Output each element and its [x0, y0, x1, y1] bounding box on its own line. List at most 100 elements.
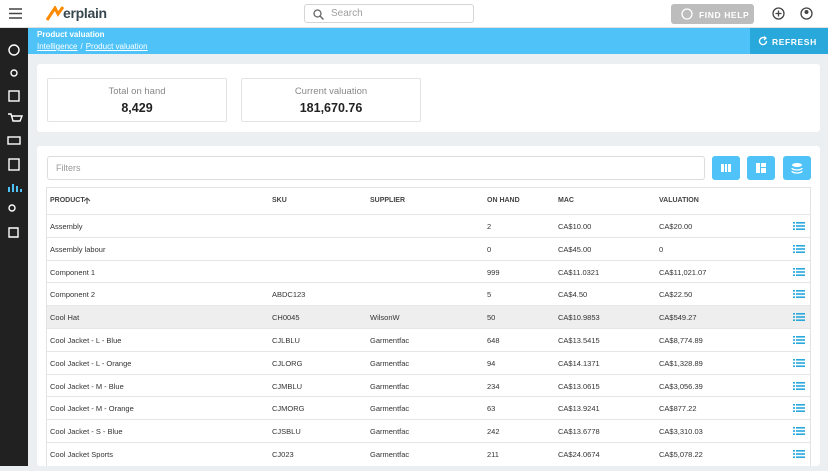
table-row[interactable]: Cool Jacket - M - Orange CJMORG Garmentfac… [47, 396, 810, 419]
sidebar-icons [7, 44, 24, 238]
row-details-button[interactable] [793, 426, 805, 436]
table-cell: CA$11.0321 [558, 267, 600, 277]
nav-sales[interactable] [8, 113, 24, 122]
logo: erplain [63, 5, 107, 21]
table-cell: 648 [487, 336, 500, 345]
nav-contacts[interactable] [10, 69, 18, 77]
row-details-button[interactable] [793, 335, 805, 345]
summary-label: Total on hand [108, 86, 166, 97]
table-row[interactable]: Cool Jacket - M - Blue CJMBLU Garmentfac 23… [47, 373, 810, 397]
table-cell: 234 [487, 381, 500, 391]
table-cell: CH0045 [272, 313, 300, 323]
row-details-button[interactable] [793, 358, 805, 368]
breadcrumb-link[interactable]: Intelligence [37, 42, 78, 51]
nav-users[interactable] [8, 204, 16, 212]
menu-button[interactable] [9, 8, 22, 19]
refresh-label: REFRESH [772, 37, 817, 47]
summary-card [37, 64, 820, 132]
table-cell: Cool Jacket - M - Orange [50, 404, 134, 414]
table-row[interactable]: Component 1 999 CA$11.0321 CA$11,021.07 [47, 259, 810, 283]
table-cell: CA$13.5415 [558, 336, 600, 345]
export-icon [791, 163, 803, 174]
table-cell: Cool Jacket - M - Blue [50, 381, 124, 391]
refresh-icon [758, 36, 768, 46]
refresh-button[interactable]: REFRESH [750, 28, 828, 54]
table-cell: Cool Hat [50, 313, 80, 323]
row-details-button[interactable] [793, 221, 805, 231]
table-cell: CA$22.50 [659, 290, 693, 300]
layout-button[interactable] [747, 156, 775, 180]
table-cell: CJLBLU [272, 336, 300, 345]
nav-products[interactable] [8, 90, 20, 102]
breadcrumb-separator: / [80, 42, 83, 51]
column-header[interactable]: PRODUCT [50, 197, 85, 204]
help-icon [681, 8, 693, 20]
table-cell: Cool Jacket - L - Orange [50, 358, 132, 368]
table-row[interactable]: Component 2 ABDC123 5 CA$4.50 CA$22.50 [47, 282, 810, 305]
table-cell: CA$13.6778 [558, 427, 600, 437]
table-row[interactable]: Cool Jacket - L - Blue CJLBLU Garmentfac 64… [47, 328, 810, 351]
table-cell: CA$3,310.03 [659, 427, 703, 437]
nav-intelligence[interactable] [8, 184, 22, 192]
table-cell: WilsonW [370, 313, 400, 323]
table-cell: CA$10.9853 [558, 313, 600, 323]
table-row[interactable]: Cool Jacket - L - Orange CJLORG Garmentfac… [47, 350, 810, 374]
table-row[interactable]: Cool Jacket - S - Blue CJSBLU Garmentfac 24… [47, 419, 810, 442]
row-details-button[interactable] [793, 267, 805, 277]
help-button[interactable]: FIND HELP [671, 4, 754, 24]
account-button[interactable] [800, 7, 813, 20]
table-cell: ABDC123 [272, 290, 306, 300]
breadcrumb-link[interactable]: Product valuation [85, 42, 148, 51]
table-cell: CJSBLU [272, 427, 301, 437]
row-details-button[interactable] [793, 312, 805, 322]
column-header[interactable]: MAC [558, 197, 574, 204]
table-row[interactable]: Cool Jacket Sports CJ023 Garmentfac 211 CA$2… [47, 442, 810, 465]
table-cell: CJ023 [272, 450, 294, 459]
help-label: FIND HELP [699, 10, 750, 20]
table-cell: 0 [487, 244, 492, 254]
summary-value: 8,429 [121, 101, 153, 115]
row-details-button[interactable] [793, 403, 805, 413]
table-cell: Component 1 [50, 267, 96, 277]
column-header[interactable]: ON HAND [487, 197, 520, 204]
column-header[interactable]: SKU [272, 197, 287, 204]
table-cell: CA$13.0615 [558, 381, 600, 391]
table-cell: Garmentfac [370, 404, 410, 414]
table-cell: Garmentfac [370, 427, 410, 437]
nav-dashboard[interactable] [8, 44, 20, 56]
table-cell: Cool Jacket - L - Blue [50, 336, 122, 345]
export-button[interactable] [783, 156, 811, 180]
filters-input[interactable]: Filters [47, 156, 705, 180]
add-button[interactable] [772, 7, 785, 20]
table-row[interactable]: Assembly labour 0 CA$45.00 0 [47, 236, 810, 260]
summary-box: Total on hand 8,429 [47, 78, 227, 122]
table-cell: 211 [487, 450, 499, 459]
search-icon [313, 9, 324, 20]
row-details-button[interactable] [793, 449, 805, 459]
table-cell: 0 [659, 244, 664, 254]
columns-button[interactable] [712, 156, 740, 180]
table-cell: Component 2 [50, 290, 96, 300]
table-cell: 2 [487, 222, 492, 231]
nav-integrations[interactable] [8, 227, 19, 238]
layout-icon [756, 163, 766, 173]
table-cell: 63 [487, 404, 496, 414]
columns-icon [721, 164, 731, 172]
table-row[interactable]: Cool Hat CH0045 WilsonW 50 CA$10.9853 CA$549.… [47, 305, 810, 329]
row-details-button[interactable] [793, 244, 805, 254]
sort-icon[interactable] [83, 197, 91, 205]
table-cell: CA$549.27 [659, 313, 697, 323]
column-header[interactable]: SUPPLIER [370, 197, 406, 204]
column-header[interactable]: VALUATION [659, 197, 699, 204]
search-box[interactable]: Search [304, 4, 474, 23]
logo-mark [46, 6, 64, 21]
row-details-button[interactable] [793, 289, 805, 299]
table-cell: 94 [487, 358, 496, 368]
nav-purchases[interactable] [8, 158, 20, 171]
page-header [28, 28, 828, 54]
table-row[interactable]: Assembly 2 CA$10.00 CA$20.00 [47, 214, 810, 237]
row-details-button[interactable] [793, 381, 805, 391]
nav-shipping[interactable] [7, 136, 21, 145]
table-cell: CA$1,328.89 [659, 358, 703, 368]
